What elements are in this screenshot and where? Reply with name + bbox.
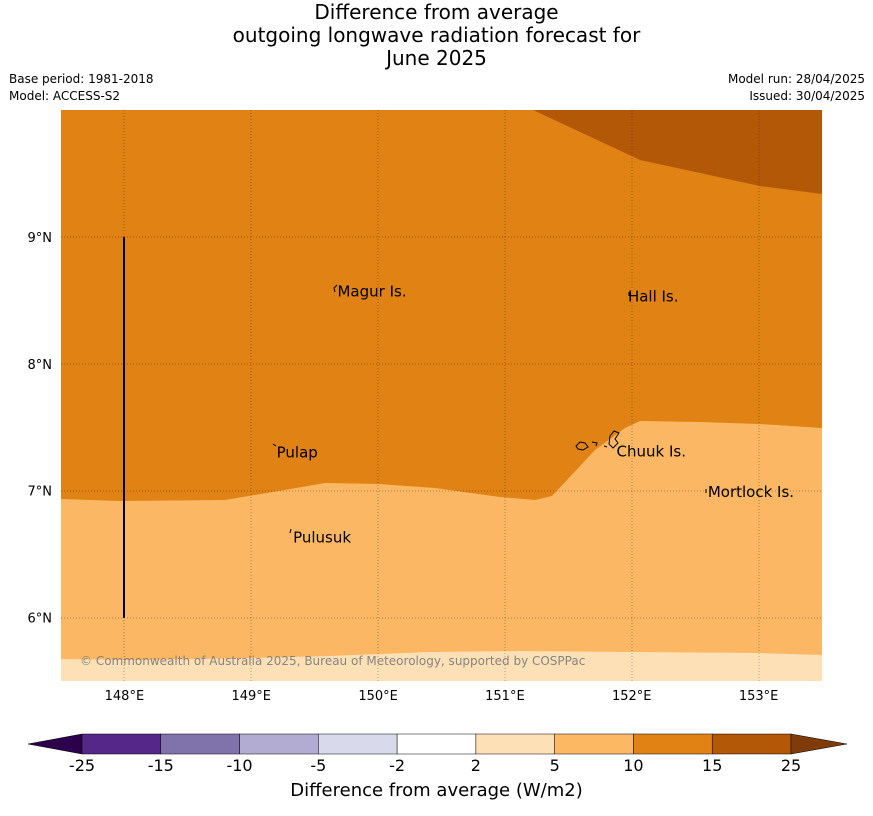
pulusuk-island-shape bbox=[289, 528, 292, 534]
copyright-text: © Commonwealth of Australia 2025, Bureau… bbox=[80, 654, 585, 668]
title-line-1: Difference from average bbox=[314, 0, 559, 24]
place-labels: Magur Is. Hall Is. Pulap Chuuk Is. Mortlock … bbox=[277, 283, 794, 547]
title-line-3: June 2025 bbox=[386, 46, 487, 70]
colorbar-over-arrow bbox=[790, 733, 848, 755]
place-label: Magur Is. bbox=[337, 283, 406, 301]
lat-tick-label: 7°N bbox=[28, 485, 53, 500]
map-area: Magur Is. Hall Is. Pulap Chuuk Is. Mortlock … bbox=[61, 110, 822, 681]
colorbar-tick-label: -15 bbox=[147, 756, 174, 775]
colorbar-tick-label: 25 bbox=[780, 756, 802, 775]
colorbar-cell bbox=[160, 733, 240, 755]
title-line-2: outgoing longwave radiation forecast for bbox=[232, 23, 641, 47]
island-outlines bbox=[272, 284, 707, 534]
colorbar-under-arrow bbox=[27, 733, 83, 755]
lon-tick-label: 148°E bbox=[105, 689, 145, 704]
lat-tick-label: 9°N bbox=[28, 231, 53, 246]
issued-text: Issued: 30/04/2025 bbox=[749, 89, 865, 103]
colorbar-cell bbox=[396, 733, 477, 755]
colorbar-tick-label: -5 bbox=[310, 756, 327, 775]
lon-tick-label: 152°E bbox=[612, 689, 652, 704]
lon-tick-label: 150°E bbox=[358, 689, 398, 704]
model-run-text: Model run: 28/04/2025 bbox=[727, 72, 865, 86]
colorbar-cell bbox=[239, 733, 319, 755]
longitude-tick-labels: 148°E 149°E 150°E 151°E 152°E 153°E bbox=[105, 689, 779, 704]
chuuk-island-shape-2 bbox=[591, 441, 598, 447]
base-period-text: Base period: 1981-2018 bbox=[9, 72, 154, 86]
magur-island-shape bbox=[333, 284, 338, 293]
colorbar-tick-label: -10 bbox=[226, 756, 253, 775]
model-text: Model: ACCESS-S2 bbox=[9, 89, 121, 103]
band-10-15 bbox=[61, 110, 822, 501]
colorbar-cell bbox=[711, 733, 792, 755]
colorbar-title: Difference from average (W/m2) bbox=[290, 780, 583, 801]
colorbar-cell bbox=[554, 733, 634, 755]
colorbar-tick-label: 5 bbox=[549, 756, 560, 775]
chuuk-island-shape-4 bbox=[608, 430, 620, 449]
colorbar-tick-label: 2 bbox=[470, 756, 481, 775]
place-label: Hall Is. bbox=[628, 288, 679, 306]
colorbar bbox=[27, 733, 848, 755]
lon-tick-label: 153°E bbox=[739, 689, 779, 704]
latitude-tick-labels: 9°N 8°N 7°N 6°N bbox=[28, 231, 53, 627]
lat-tick-label: 6°N bbox=[28, 612, 53, 627]
place-label: Chuuk Is. bbox=[617, 442, 686, 460]
colorbar-cell bbox=[81, 733, 162, 755]
colorbar-tick-label: 15 bbox=[702, 756, 723, 775]
colorbar-tick-label: -25 bbox=[68, 756, 96, 775]
lon-tick-label: 149°E bbox=[231, 689, 271, 704]
place-label: Pulusuk bbox=[293, 529, 351, 547]
colorbar-cell bbox=[475, 733, 555, 755]
place-label: Mortlock Is. bbox=[708, 483, 794, 501]
band-15-25 bbox=[533, 110, 822, 194]
lat-tick-label: 8°N bbox=[28, 358, 53, 373]
chuuk-island-shape-3 bbox=[603, 445, 608, 448]
place-label: Pulap bbox=[277, 444, 318, 462]
colorbar-cell bbox=[318, 733, 398, 755]
lon-tick-label: 151°E bbox=[485, 689, 525, 704]
colorbar-cell bbox=[633, 733, 713, 755]
colorbar-tick-label: 10 bbox=[623, 756, 644, 775]
pulap-island-shape bbox=[272, 443, 277, 447]
chuuk-island-shape-1 bbox=[575, 441, 589, 451]
colorbar-tick-label: -2 bbox=[389, 756, 406, 775]
